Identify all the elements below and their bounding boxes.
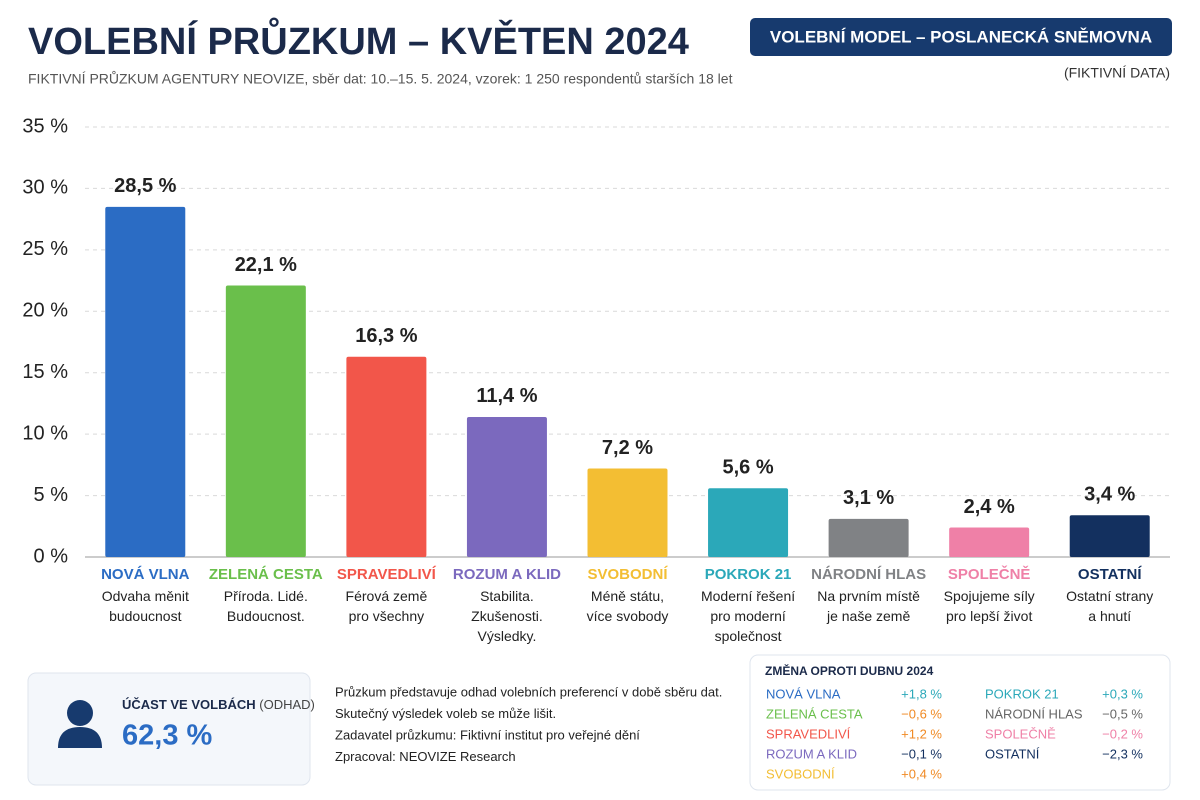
y-tick-label: 25 % — [22, 238, 68, 260]
slogan: Na prvním místě je naše země — [817, 588, 920, 624]
slogan-line: Zkušenosti. — [471, 608, 543, 624]
value-label: 7,2 % — [602, 437, 653, 459]
slogan-line: Výsledky. — [478, 628, 537, 644]
slogan-line: více svobody — [587, 608, 669, 624]
value-label: 28,5 % — [114, 175, 176, 197]
value-label: 3,4 % — [1084, 484, 1135, 506]
slogan-line: Moderní řešení — [701, 588, 795, 604]
badge — [750, 18, 1172, 56]
bar — [1069, 515, 1150, 557]
change-value: +0,3 % — [1102, 686, 1143, 701]
slogan-line: Na prvním místě — [817, 588, 920, 604]
x-tick-label: POKROK 21 — [705, 566, 792, 583]
x-tick-label: ROZUM A KLID — [453, 566, 561, 583]
value-label: 3,1 % — [843, 487, 894, 509]
change-value: +1,8 % — [901, 686, 942, 701]
slogan-line: Méně státu, — [591, 588, 664, 604]
change-name: OSTATNÍ — [985, 746, 1040, 761]
person-icon-body — [58, 727, 102, 748]
bar — [225, 285, 306, 557]
change-name: SPOLEČNĚ — [985, 726, 1056, 741]
changes-title: ZMĚNA OPROTI DUBNU 2024 — [765, 663, 934, 678]
title: VOLEBNÍ PRŮZKUM – KVĚTEN 2024 — [28, 16, 689, 63]
badge-note: (FIKTIVNÍ DATA) — [1064, 65, 1170, 81]
y-tick-label: 35 % — [22, 115, 68, 137]
turnout-label: ÚČAST VE VOLBÁCH (ODHAD) — [122, 697, 315, 712]
x-tick-label: ZELENÁ CESTA — [209, 566, 323, 583]
y-tick-label: 15 % — [22, 361, 68, 383]
slogan-line: Ostatní strany — [1066, 588, 1153, 604]
x-tick-label: SVOBODNÍ — [587, 566, 668, 583]
slogan-line: společnost — [715, 628, 782, 644]
bar — [587, 468, 668, 557]
slogan: Odvaha měnit budoucnost — [102, 588, 189, 624]
y-tick-label: 20 % — [22, 300, 68, 322]
value-label: 11,4 % — [476, 385, 537, 407]
change-name: NOVÁ VLNA — [766, 686, 841, 701]
bar — [828, 518, 909, 557]
x-tick-label: SPRAVEDLIVÍ — [337, 566, 437, 583]
slogan: Méně státu, více svobody — [587, 588, 669, 624]
slogan: Spojujeme síly pro lepší život — [944, 588, 1035, 624]
note: Zadavatel průzkumu: Fiktivní institut pr… — [335, 727, 640, 742]
subtitle: FIKTIVNÍ PRŮZKUM AGENTURY NEOVIZE, sběr … — [28, 70, 733, 87]
x-tick-label: NÁRODNÍ HLAS — [811, 566, 926, 583]
bar — [949, 527, 1030, 557]
slogan-line: Budoucnost. — [227, 608, 305, 624]
slogan: Férová země pro všechny — [346, 588, 428, 624]
slogan-line: Příroda. Lidé. — [224, 588, 308, 604]
slogan-line: pro všechny — [349, 608, 424, 624]
change-name: POKROK 21 — [985, 686, 1059, 701]
change-name: ROZUM A KLID — [766, 746, 857, 761]
change-name: ZELENÁ CESTA — [766, 706, 863, 721]
change-value: −0,6 % — [901, 706, 942, 721]
badge-title: VOLEBNÍ MODEL – POSLANECKÁ SNĚMOVNA — [770, 27, 1152, 46]
value-label: 5,6 % — [722, 456, 773, 478]
y-tick-label: 0 % — [34, 545, 69, 567]
value-label: 16,3 % — [355, 325, 417, 347]
bar — [346, 356, 427, 557]
change-name: NÁRODNÍ HLAS — [985, 706, 1083, 721]
value-label: 2,4 % — [964, 496, 1015, 518]
note: Zpracoval: NEOVIZE Research — [335, 749, 516, 764]
bar — [466, 416, 547, 557]
y-tick-label: 10 % — [22, 422, 68, 444]
slogan: Moderní řešení pro moderní společnost — [701, 588, 795, 644]
note: Průzkum představuje odhad volebních pref… — [335, 684, 722, 699]
slogan-line: budoucnost — [109, 608, 182, 624]
change-value: −0,5 % — [1102, 706, 1143, 721]
change-name: SVOBODNÍ — [766, 766, 835, 781]
slogan-line: Férová země — [346, 588, 428, 604]
note: Skutečný výsledek voleb se může lišit. — [335, 706, 556, 721]
change-value: −2,3 % — [1102, 746, 1143, 761]
slogan-line: pro moderní — [710, 608, 786, 624]
slogan: Stabilita. Zkušenosti. Výsledky. — [471, 588, 543, 644]
changes-box — [749, 654, 1171, 791]
x-tick-label: NOVÁ VLNA — [101, 566, 190, 583]
change-value: +1,2 % — [901, 726, 942, 741]
slogan-line: pro lepší život — [946, 608, 1032, 624]
change-value: −0,1 % — [901, 746, 942, 761]
change-name: SPRAVEDLIVÍ — [766, 726, 851, 741]
slogan-line: je naše země — [826, 608, 910, 624]
y-tick-label: 30 % — [22, 177, 68, 199]
turnout-value: 62,3 % — [122, 720, 212, 752]
slogan-line: a hnutí — [1088, 608, 1131, 624]
change-value: +0,4 % — [901, 766, 942, 781]
slogan: Příroda. Lidé. Budoucnost. — [224, 588, 308, 624]
slogan-line: Odvaha měnit — [102, 588, 189, 604]
slogan-line: Spojujeme síly — [944, 588, 1035, 604]
x-tick-label: OSTATNÍ — [1078, 566, 1142, 583]
bar — [105, 206, 186, 557]
slogan: Ostatní strany a hnutí — [1066, 588, 1153, 624]
change-value: −0,2 % — [1102, 726, 1143, 741]
value-label: 22,1 % — [235, 254, 297, 276]
y-tick-label: 5 % — [34, 484, 69, 506]
turnout-box — [27, 672, 311, 786]
x-tick-label: SPOLEČNĚ — [948, 565, 1031, 583]
bar — [708, 488, 789, 557]
person-icon-head — [67, 700, 93, 726]
slogan-line: Stabilita. — [480, 588, 534, 604]
